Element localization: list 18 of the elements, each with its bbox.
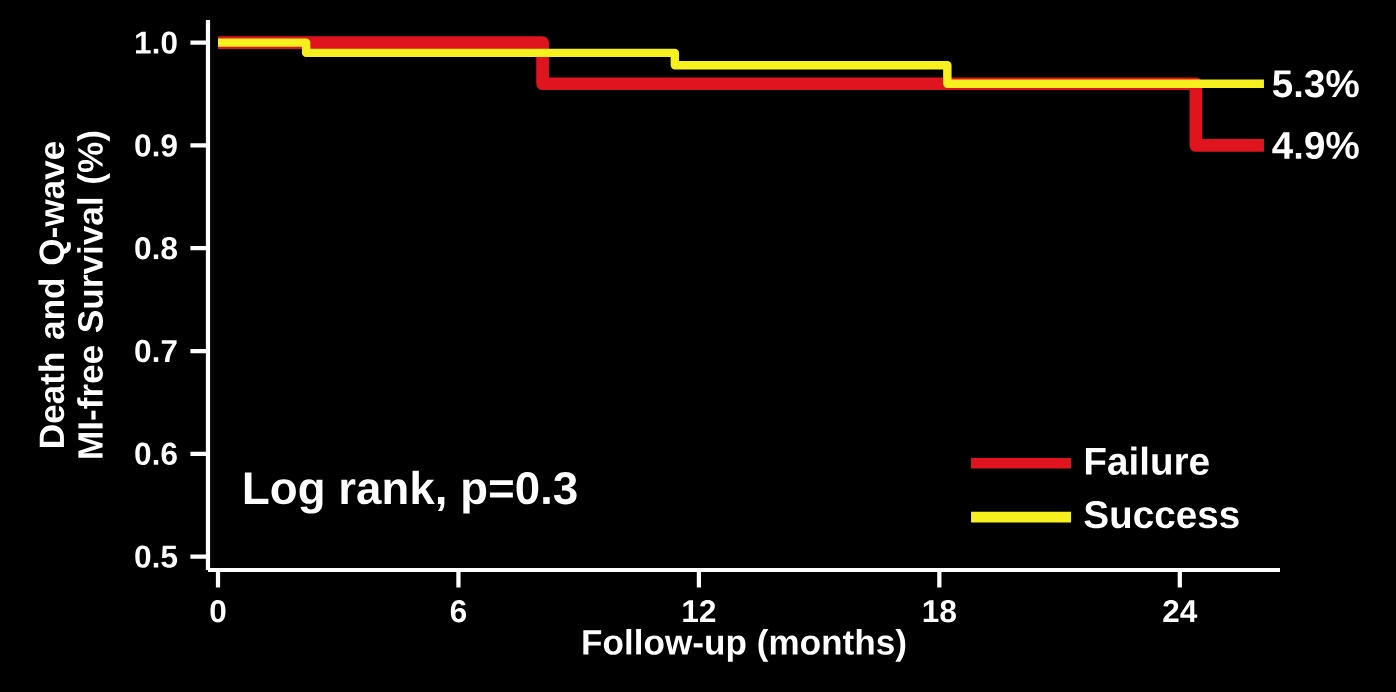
x-tick-label: 18 [923, 599, 956, 623]
legend-label: Success [1084, 501, 1239, 529]
y-tick-label: 0.7 [135, 339, 177, 363]
x-tick-label: 0 [210, 599, 226, 623]
x-axis-title: Follow-up (months) [583, 628, 906, 662]
y-tick-label: 0.6 [135, 442, 177, 466]
legend-label: Failure [1085, 446, 1209, 476]
x-tick-label: 6 [450, 599, 467, 623]
x-tick-label: 12 [683, 599, 716, 623]
annotation: Log rank, p=0.3 [244, 470, 577, 514]
annotation: 4.9% [1272, 131, 1359, 160]
y-tick-label: 0.9 [135, 134, 177, 157]
y-tick-label: 0.5 [135, 545, 178, 568]
x-tick-label: 24 [1163, 599, 1198, 623]
y-axis-title: Death and Q-wave MI-free Survival (%) [38, 131, 110, 458]
annotation: 5.3% [1272, 70, 1359, 98]
y-tick-label: 0.8 [135, 237, 178, 260]
y-tick-label: 1.0 [136, 31, 177, 54]
